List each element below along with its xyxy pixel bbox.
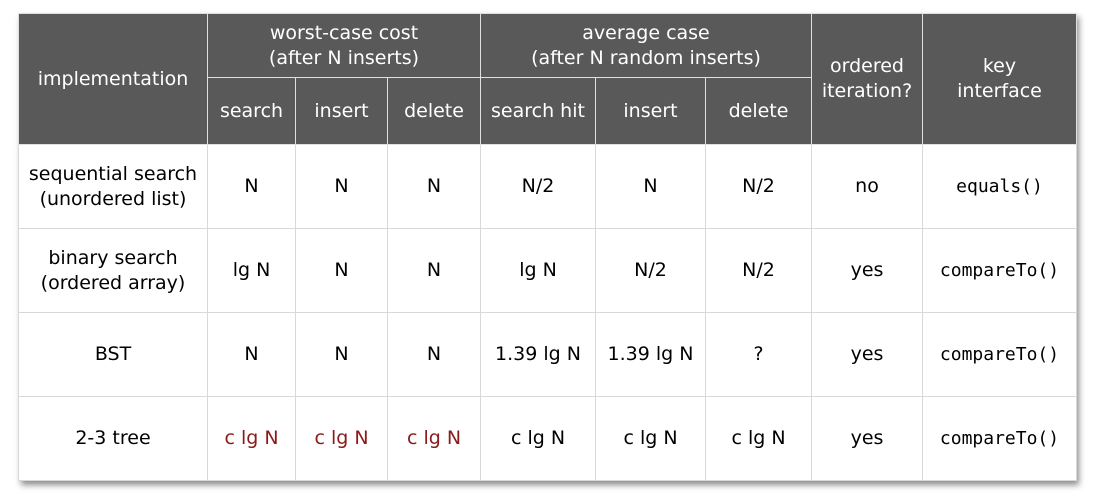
impl-cell: binary search (ordered array) <box>18 228 208 313</box>
subheader-avg-delete: delete <box>705 77 812 145</box>
cost-cell: ? <box>705 312 812 397</box>
cost-cell: c lg N <box>595 396 706 481</box>
impl-cell: BST <box>18 312 208 397</box>
cost-cell: c lg N <box>705 396 812 481</box>
header-row-2: search insert delete search hit insert d… <box>19 77 1077 145</box>
cost-cell: N <box>387 312 481 397</box>
impl-cell: 2-3 tree <box>18 396 208 481</box>
subheader-worst-search: search <box>207 77 296 145</box>
ordered-cell: yes <box>811 396 923 481</box>
impl-cell: sequential search (unordered list) <box>18 144 208 229</box>
header-ordered-iteration: ordered iteration? <box>811 13 923 145</box>
header-row-1: implementation worst-case cost (after N … <box>18 13 1077 145</box>
table-row: BST N N N 1.39 lg N 1.39 lg N ? yes comp… <box>18 312 1077 397</box>
symbol-table-comparison: implementation worst-case cost (after N … <box>18 13 1077 481</box>
cost-cell-highlight: c lg N <box>207 396 296 481</box>
cost-cell-highlight: c lg N <box>295 396 388 481</box>
subheader-avg-insert: insert <box>595 77 706 145</box>
header-worst-case: worst-case cost (after N inserts) <box>207 13 481 78</box>
table-row: binary search (ordered array) lg N N N l… <box>18 228 1077 313</box>
cost-cell: N/2 <box>595 228 706 313</box>
cost-cell: lg N <box>207 228 296 313</box>
cost-cell: lg N <box>480 228 596 313</box>
table-row: sequential search (unordered list) N N N… <box>18 144 1077 229</box>
cost-cell: 1.39 lg N <box>595 312 706 397</box>
cost-cell: N <box>207 312 296 397</box>
comparison-table: implementation worst-case cost (after N … <box>18 13 1077 481</box>
key-cell: equals() <box>922 144 1077 229</box>
cost-cell: c lg N <box>480 396 596 481</box>
cost-cell: N <box>595 144 706 229</box>
cost-cell: N/2 <box>705 144 812 229</box>
cost-cell: N <box>295 312 388 397</box>
table-row: 2-3 tree c lg N c lg N c lg N c lg N c l… <box>18 396 1077 481</box>
ordered-cell: yes <box>811 228 923 313</box>
key-cell: compareTo() <box>922 312 1077 397</box>
key-cell: compareTo() <box>922 396 1077 481</box>
key-cell: compareTo() <box>922 228 1077 313</box>
cost-cell-highlight: c lg N <box>387 396 481 481</box>
cost-cell: N/2 <box>705 228 812 313</box>
header-average-case: average case (after N random inserts) <box>480 13 812 78</box>
cost-cell: N <box>295 228 388 313</box>
header-implementation: implementation <box>18 13 208 145</box>
ordered-cell: no <box>811 144 923 229</box>
cost-cell: N <box>387 144 481 229</box>
ordered-cell: yes <box>811 312 923 397</box>
cost-cell: N <box>207 144 296 229</box>
header-key-interface: key interface <box>922 13 1077 145</box>
cost-cell: N <box>387 228 481 313</box>
cost-cell: N/2 <box>480 144 596 229</box>
cost-cell: 1.39 lg N <box>480 312 596 397</box>
subheader-avg-search-hit: search hit <box>480 77 596 145</box>
cost-cell: N <box>295 144 388 229</box>
subheader-worst-delete: delete <box>387 77 481 145</box>
subheader-worst-insert: insert <box>295 77 388 145</box>
